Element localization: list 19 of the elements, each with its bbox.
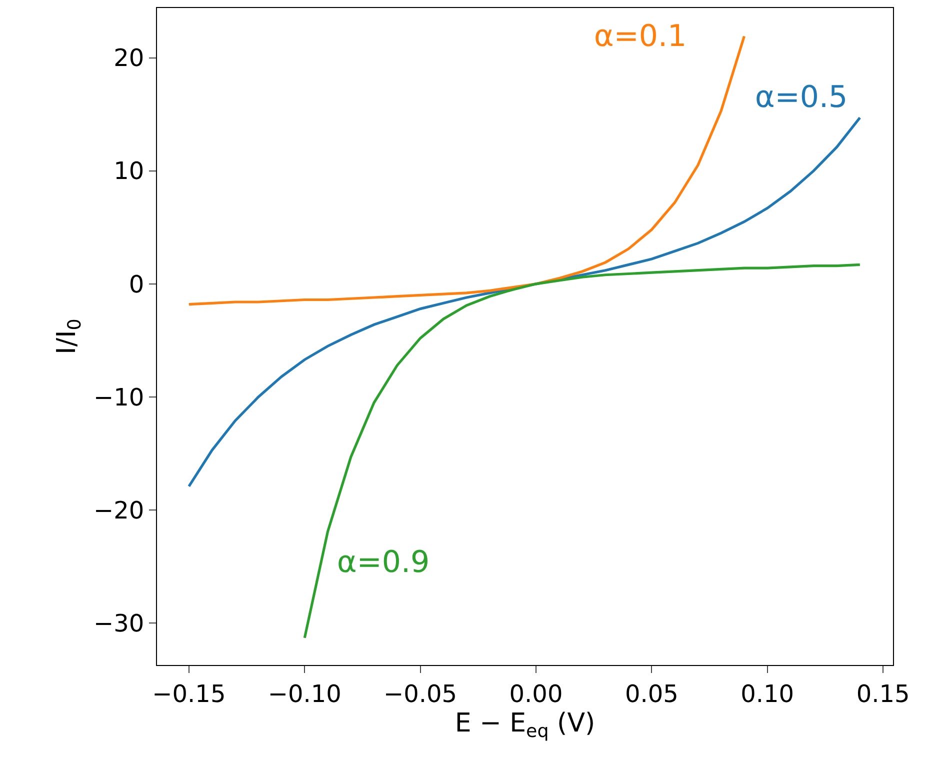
x-tick-label: −0.15 <box>152 680 226 708</box>
x-tick-label: 0.10 <box>740 680 794 708</box>
y-tick-label: −10 <box>94 383 144 412</box>
line-series <box>303 263 862 640</box>
y-tick-label: 10 <box>114 157 144 186</box>
y-tick-label: 20 <box>114 44 144 72</box>
line-series <box>188 116 862 488</box>
annotation: α=0.9 <box>337 545 430 580</box>
x-tick-label: −0.05 <box>384 680 458 708</box>
y-tick-label: −20 <box>94 496 144 524</box>
x-tick-label: 0.00 <box>509 680 563 708</box>
x-tick-label: 0.05 <box>624 680 678 708</box>
y-tick-label: 0 <box>128 270 144 298</box>
annotation: α=0.1 <box>594 19 687 54</box>
x-tick-label: 0.15 <box>856 680 910 708</box>
annotation: α=0.5 <box>755 80 848 115</box>
x-axis-title: E − E$_{eq}$ (V) <box>454 708 596 742</box>
y-tick-label: −30 <box>94 610 144 638</box>
x-tick-label: −0.10 <box>268 680 342 708</box>
